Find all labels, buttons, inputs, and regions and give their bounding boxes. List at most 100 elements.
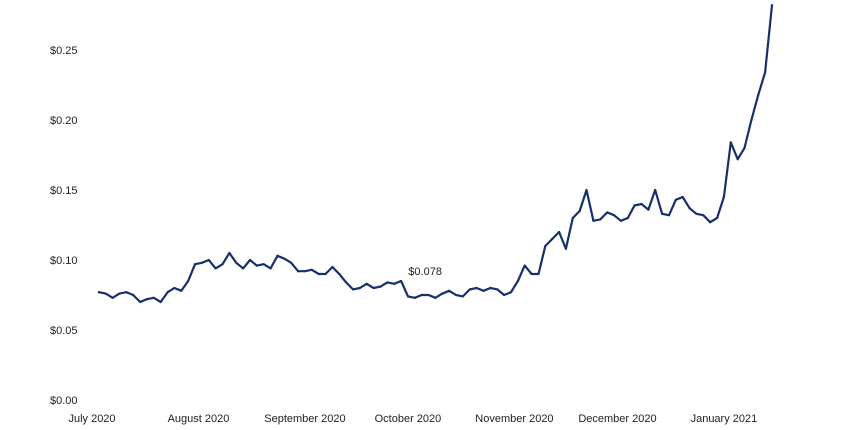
x-tick-label: January 2021 bbox=[691, 413, 758, 425]
data-point bbox=[242, 267, 245, 270]
data-point bbox=[235, 261, 238, 264]
data-point bbox=[427, 293, 430, 297]
data-point bbox=[139, 300, 142, 304]
data-point bbox=[461, 295, 464, 298]
data-point bbox=[214, 267, 217, 270]
data-point bbox=[537, 272, 540, 276]
y-tick-label: $0.05 bbox=[50, 325, 78, 337]
data-point bbox=[379, 285, 382, 288]
x-tick-label: October 2020 bbox=[375, 413, 442, 425]
data-point bbox=[647, 208, 650, 211]
data-point bbox=[310, 268, 313, 271]
data-point bbox=[750, 118, 753, 122]
data-point bbox=[97, 291, 100, 294]
data-point bbox=[503, 293, 506, 297]
x-tick-label: December 2020 bbox=[578, 413, 656, 425]
data-point bbox=[434, 296, 437, 299]
data-point bbox=[283, 257, 286, 260]
y-tick-label: $0.00 bbox=[50, 395, 78, 407]
data-point bbox=[386, 281, 389, 284]
data-point bbox=[709, 221, 712, 224]
x-tick-label: August 2020 bbox=[168, 413, 230, 425]
data-points bbox=[97, 4, 774, 304]
data-point bbox=[228, 251, 231, 255]
data-point bbox=[716, 216, 719, 220]
data-point bbox=[159, 300, 162, 304]
data-point bbox=[448, 289, 451, 292]
data-point bbox=[400, 279, 403, 283]
data-point bbox=[200, 261, 203, 264]
data-point bbox=[743, 146, 746, 150]
data-point bbox=[173, 286, 176, 290]
data-point bbox=[118, 292, 121, 295]
data-point bbox=[770, 4, 774, 7]
data-point bbox=[640, 202, 643, 206]
data-point bbox=[674, 198, 677, 201]
data-point bbox=[317, 272, 320, 276]
data-point bbox=[255, 264, 258, 267]
data-point bbox=[406, 295, 410, 298]
data-point bbox=[351, 288, 355, 291]
data-point bbox=[152, 296, 155, 299]
data-point bbox=[393, 282, 396, 285]
data-point bbox=[324, 272, 327, 276]
data-point bbox=[530, 272, 533, 276]
data-point bbox=[475, 286, 478, 290]
data-point bbox=[441, 292, 444, 295]
data-point bbox=[489, 286, 492, 290]
data-point bbox=[248, 258, 252, 262]
y-tick-label: $0.15 bbox=[50, 185, 78, 197]
data-point bbox=[207, 258, 210, 262]
data-point bbox=[523, 264, 526, 267]
data-point bbox=[592, 219, 595, 222]
y-tick-label: $0.20 bbox=[50, 115, 78, 127]
data-point bbox=[626, 216, 629, 220]
data-point bbox=[764, 71, 767, 74]
series-layer bbox=[97, 4, 774, 304]
data-point bbox=[722, 195, 726, 199]
data-point bbox=[145, 298, 148, 301]
data-point bbox=[297, 270, 300, 273]
x-tick-label: November 2020 bbox=[475, 413, 553, 425]
data-point bbox=[372, 286, 375, 290]
data-point bbox=[338, 272, 341, 276]
data-point bbox=[564, 247, 568, 250]
data-point bbox=[193, 263, 197, 266]
data-point bbox=[585, 188, 588, 192]
data-point bbox=[688, 207, 691, 210]
data-point bbox=[331, 265, 334, 269]
data-point bbox=[262, 263, 265, 266]
annotation-label: $0.078 bbox=[408, 266, 442, 278]
data-point bbox=[358, 286, 361, 290]
data-point bbox=[187, 279, 190, 283]
data-point bbox=[612, 214, 616, 217]
data-point bbox=[125, 291, 128, 294]
data-point bbox=[365, 282, 368, 285]
data-point bbox=[303, 270, 306, 273]
data-point bbox=[661, 212, 664, 215]
data-point bbox=[413, 296, 416, 299]
data-point bbox=[269, 267, 272, 270]
data-point bbox=[619, 219, 623, 222]
data-point bbox=[544, 244, 547, 248]
data-point bbox=[729, 141, 732, 144]
x-tick-label: September 2020 bbox=[264, 413, 345, 425]
data-point bbox=[654, 188, 657, 192]
data-point bbox=[681, 195, 684, 199]
data-point bbox=[578, 209, 581, 213]
x-axis: July 2020 August 2020 September 2020 Octobe… bbox=[68, 413, 757, 425]
data-point bbox=[345, 281, 348, 284]
x-tick-label: July 2020 bbox=[68, 413, 115, 425]
data-point bbox=[509, 291, 513, 294]
series-line bbox=[97, 4, 774, 304]
data-point bbox=[551, 237, 554, 241]
data-point bbox=[757, 93, 760, 96]
data-point bbox=[180, 289, 183, 292]
data-point bbox=[104, 292, 107, 295]
data-point bbox=[221, 263, 224, 266]
data-point bbox=[482, 289, 485, 292]
data-point bbox=[736, 158, 739, 161]
data-point bbox=[166, 291, 169, 294]
data-point bbox=[516, 279, 520, 283]
data-point bbox=[276, 254, 279, 257]
